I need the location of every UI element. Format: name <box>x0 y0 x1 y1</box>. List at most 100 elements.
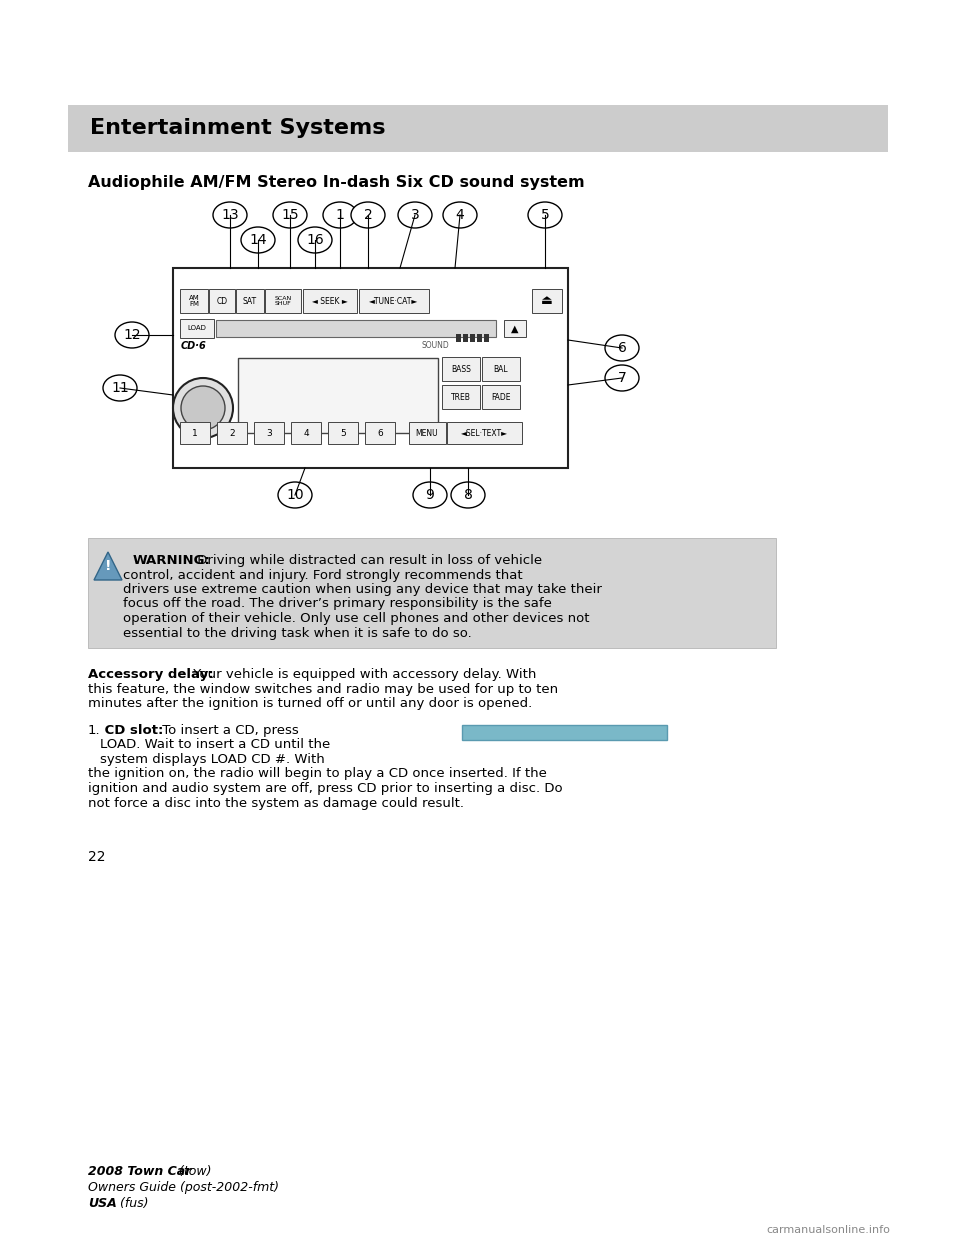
FancyBboxPatch shape <box>209 289 235 313</box>
Text: 15: 15 <box>281 207 299 222</box>
Text: WARNING:: WARNING: <box>133 554 211 568</box>
Bar <box>456 334 461 342</box>
Text: carmanualsonline.info: carmanualsonline.info <box>766 1225 890 1235</box>
Text: BASS: BASS <box>451 364 471 374</box>
Text: MENU: MENU <box>416 428 439 437</box>
FancyBboxPatch shape <box>180 289 208 313</box>
Text: CD: CD <box>216 297 228 306</box>
Ellipse shape <box>213 202 247 229</box>
FancyBboxPatch shape <box>447 422 522 443</box>
Text: LOAD: LOAD <box>187 325 206 332</box>
Bar <box>484 334 489 342</box>
Text: essential to the driving task when it is safe to do so.: essential to the driving task when it is… <box>123 626 471 640</box>
FancyBboxPatch shape <box>216 320 496 337</box>
Text: SCAN
SHUF: SCAN SHUF <box>275 296 292 307</box>
Ellipse shape <box>443 202 477 229</box>
Text: 14: 14 <box>250 233 267 247</box>
Circle shape <box>173 378 233 438</box>
Text: FADE: FADE <box>492 392 511 401</box>
Bar <box>463 334 468 342</box>
Text: this feature, the window switches and radio may be used for up to ten: this feature, the window switches and ra… <box>88 683 558 696</box>
Ellipse shape <box>273 202 307 229</box>
Text: drivers use extreme caution when using any device that may take their: drivers use extreme caution when using a… <box>123 582 602 596</box>
Text: operation of their vehicle. Only use cell phones and other devices not: operation of their vehicle. Only use cel… <box>123 612 589 625</box>
Text: system displays LOAD CD #. With: system displays LOAD CD #. With <box>100 753 324 766</box>
Text: 13: 13 <box>221 207 239 222</box>
FancyBboxPatch shape <box>482 356 520 381</box>
Text: Your vehicle is equipped with accessory delay. With: Your vehicle is equipped with accessory … <box>189 668 537 681</box>
Text: ◄ SEEK ►: ◄ SEEK ► <box>312 297 348 306</box>
FancyBboxPatch shape <box>236 289 264 313</box>
Text: SOUND: SOUND <box>421 342 448 350</box>
Text: CD slot:: CD slot: <box>100 724 163 737</box>
FancyBboxPatch shape <box>532 289 562 313</box>
Text: 3: 3 <box>411 207 420 222</box>
FancyBboxPatch shape <box>409 422 446 443</box>
Text: not force a disc into the system as damage could result.: not force a disc into the system as dama… <box>88 796 464 810</box>
Text: Driving while distracted can result in loss of vehicle: Driving while distracted can result in l… <box>193 554 542 568</box>
FancyBboxPatch shape <box>68 106 888 152</box>
Text: Owners Guide (post-2002-fmt): Owners Guide (post-2002-fmt) <box>88 1181 279 1194</box>
FancyBboxPatch shape <box>291 422 321 443</box>
Text: TREB: TREB <box>451 392 471 401</box>
Text: LOAD. Wait to insert a CD until the: LOAD. Wait to insert a CD until the <box>100 739 330 751</box>
FancyBboxPatch shape <box>504 320 526 337</box>
Text: SAT: SAT <box>243 297 257 306</box>
Text: Entertainment Systems: Entertainment Systems <box>90 118 386 138</box>
Text: (fus): (fus) <box>116 1197 149 1210</box>
Text: 12: 12 <box>123 328 141 342</box>
Text: 9: 9 <box>425 488 435 502</box>
FancyBboxPatch shape <box>328 422 358 443</box>
FancyBboxPatch shape <box>238 358 438 433</box>
Text: AM
FM: AM FM <box>188 294 200 308</box>
Text: 1: 1 <box>336 207 345 222</box>
Text: CD·6: CD·6 <box>181 342 206 351</box>
Text: 2008 Town Car: 2008 Town Car <box>88 1165 191 1177</box>
Text: 2: 2 <box>229 428 235 437</box>
Ellipse shape <box>103 375 137 401</box>
Text: Accessory delay:: Accessory delay: <box>88 668 214 681</box>
Text: 1.: 1. <box>88 724 101 737</box>
Ellipse shape <box>241 227 275 253</box>
Text: ◄SEL·TEXT►: ◄SEL·TEXT► <box>461 428 508 437</box>
Bar <box>470 334 475 342</box>
Text: 6: 6 <box>377 428 383 437</box>
Ellipse shape <box>323 202 357 229</box>
Text: ⏏: ⏏ <box>541 294 553 308</box>
Text: 8: 8 <box>464 488 472 502</box>
FancyBboxPatch shape <box>217 422 247 443</box>
Ellipse shape <box>605 335 639 361</box>
Text: focus off the road. The driver’s primary responsibility is the safe: focus off the road. The driver’s primary… <box>123 597 552 611</box>
Text: !: ! <box>105 559 111 573</box>
FancyBboxPatch shape <box>462 725 667 740</box>
Text: 5: 5 <box>340 428 346 437</box>
Ellipse shape <box>413 482 447 508</box>
Ellipse shape <box>351 202 385 229</box>
Ellipse shape <box>298 227 332 253</box>
FancyBboxPatch shape <box>180 319 214 338</box>
Text: Audiophile AM/FM Stereo In-dash Six CD sound system: Audiophile AM/FM Stereo In-dash Six CD s… <box>88 175 585 190</box>
Text: 5: 5 <box>540 207 549 222</box>
Ellipse shape <box>398 202 432 229</box>
Text: (tow): (tow) <box>175 1165 211 1177</box>
Text: BAL: BAL <box>493 364 508 374</box>
Text: 16: 16 <box>306 233 324 247</box>
Text: 7: 7 <box>617 371 626 385</box>
Text: ▲: ▲ <box>512 323 518 334</box>
Text: 22: 22 <box>88 850 106 864</box>
FancyBboxPatch shape <box>442 356 480 381</box>
FancyBboxPatch shape <box>442 385 480 409</box>
Text: 11: 11 <box>111 381 129 395</box>
Bar <box>477 334 482 342</box>
Text: 10: 10 <box>286 488 303 502</box>
Ellipse shape <box>451 482 485 508</box>
FancyBboxPatch shape <box>265 289 301 313</box>
FancyBboxPatch shape <box>482 385 520 409</box>
Circle shape <box>181 386 225 430</box>
Ellipse shape <box>528 202 562 229</box>
FancyBboxPatch shape <box>254 422 284 443</box>
Text: 2: 2 <box>364 207 372 222</box>
FancyBboxPatch shape <box>303 289 357 313</box>
Text: control, accident and injury. Ford strongly recommends that: control, accident and injury. Ford stron… <box>123 569 522 581</box>
Text: USA: USA <box>88 1197 117 1210</box>
